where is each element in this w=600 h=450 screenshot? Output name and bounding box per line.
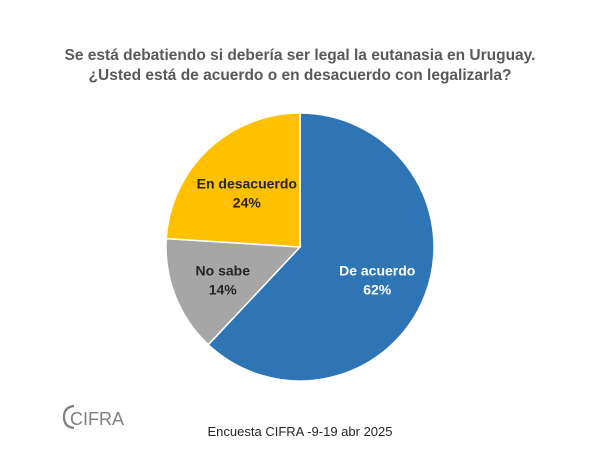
slice-label-no-sabe: No sabe 14% — [196, 263, 251, 298]
pie-slice-de-acuerdo — [207, 112, 435, 382]
slice-category-de-acuerdo: De acuerdo — [339, 263, 415, 279]
source-note: Encuesta CIFRA -9-19 abr 2025 — [207, 424, 393, 439]
slice-value-de-acuerdo: 62% — [363, 282, 392, 298]
pie-slice-en-desacuerdo — [165, 112, 301, 248]
logo-text: CIFRA — [70, 409, 124, 429]
title-line-2: ¿Usted está de acuerdo o en desacuerdo c… — [88, 67, 512, 84]
slice-value-no-sabe: 14% — [209, 282, 238, 298]
slice-value-en-desacuerdo: 24% — [233, 194, 262, 210]
title-line-1: Se está debatiendo si debería ser legal … — [64, 47, 536, 64]
slice-label-de-acuerdo: De acuerdo 62% — [339, 263, 415, 298]
slice-label-en-desacuerdo: En desacuerdo 24% — [197, 175, 297, 210]
pie-slice-no-sabe — [165, 237, 302, 346]
cifra-logo: CIFRA — [62, 404, 124, 430]
slice-category-en-desacuerdo: En desacuerdo — [197, 175, 297, 191]
slice-category-no-sabe: No sabe — [196, 263, 251, 279]
chart-title: Se está debatiendo si debería ser legal … — [0, 46, 600, 86]
